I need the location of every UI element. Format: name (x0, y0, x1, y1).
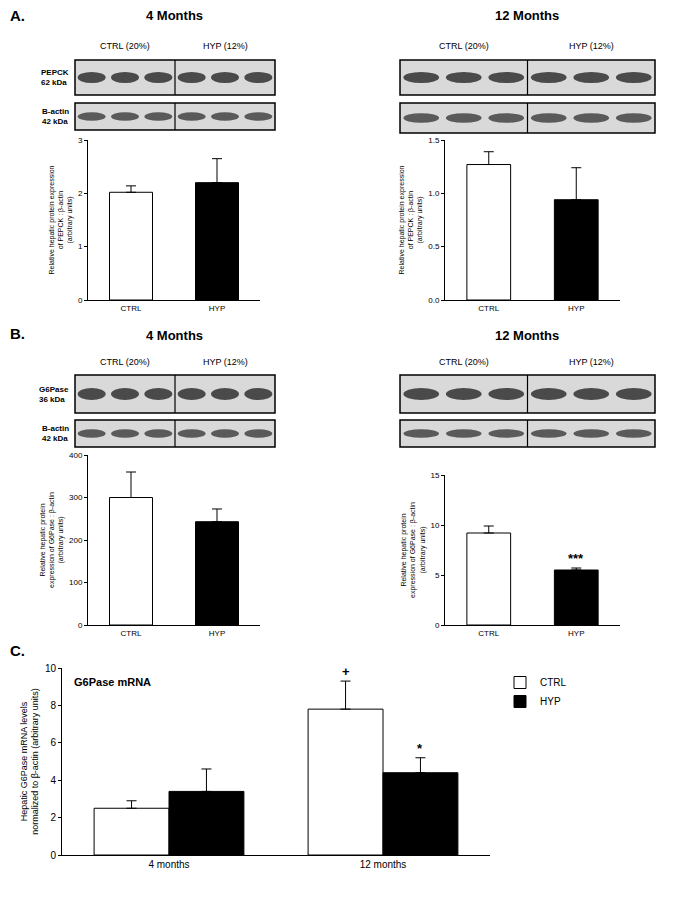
svg-text:4 Months: 4 Months (146, 8, 203, 23)
svg-text:100: 100 (69, 578, 83, 587)
svg-text:3: 3 (78, 136, 83, 145)
svg-text:5: 5 (435, 571, 440, 580)
svg-text:HYP (12%): HYP (12%) (569, 41, 614, 51)
svg-text:0.0: 0.0 (428, 296, 440, 305)
svg-text:CTRL: CTRL (478, 629, 499, 638)
svg-text:G6Pase mRNA: G6Pase mRNA (74, 676, 151, 688)
svg-text:CTRL: CTRL (478, 304, 499, 313)
svg-text:HYP: HYP (209, 304, 225, 313)
svg-text:HYP (12%): HYP (12%) (203, 357, 248, 367)
svg-text:CTRL (20%): CTRL (20%) (439, 357, 489, 367)
svg-text:CTRL: CTRL (121, 629, 142, 638)
svg-text:CTRL (20%): CTRL (20%) (100, 357, 150, 367)
svg-text:CTRL (20%): CTRL (20%) (439, 41, 489, 51)
svg-text:300: 300 (69, 493, 83, 502)
svg-text:***: *** (568, 551, 584, 566)
svg-text:1.0: 1.0 (428, 189, 440, 198)
svg-text:C.: C. (10, 642, 25, 659)
svg-text:12 Months: 12 Months (495, 328, 559, 343)
svg-text:CTRL: CTRL (540, 677, 567, 688)
svg-text:HYP: HYP (209, 629, 225, 638)
svg-text:HYP (12%): HYP (12%) (203, 41, 248, 51)
svg-text:1.5: 1.5 (428, 136, 440, 145)
svg-text:0.5: 0.5 (428, 242, 440, 251)
svg-text:0: 0 (78, 296, 83, 305)
svg-text:Relative hepatic protein expre: Relative hepatic protein expressionof PE… (48, 165, 74, 274)
svg-text:2: 2 (50, 812, 56, 823)
svg-text:B-actin42 kDa: B-actin42 kDa (42, 107, 69, 126)
svg-text:PEPCK62 kDa: PEPCK62 kDa (41, 68, 69, 87)
svg-text:B-actin42 kDa: B-actin42 kDa (42, 424, 69, 443)
svg-text:HYP: HYP (568, 629, 584, 638)
svg-text:10: 10 (45, 663, 57, 674)
svg-text:Relative hepatic proteinexpres: Relative hepatic proteinexpression of G6… (39, 492, 65, 588)
svg-text:*: * (417, 741, 423, 756)
svg-text:10: 10 (430, 521, 439, 530)
svg-text:0: 0 (435, 621, 440, 630)
svg-text:4: 4 (50, 775, 56, 786)
svg-text:1: 1 (78, 242, 83, 251)
svg-text:HYP: HYP (568, 304, 584, 313)
svg-text:8: 8 (50, 700, 56, 711)
svg-text:CTRL (20%): CTRL (20%) (100, 41, 150, 51)
svg-text:A.: A. (10, 7, 25, 24)
svg-text:Hepatic G6Pase mRNA levelsnorm: Hepatic G6Pase mRNA levelsnormalized to … (19, 688, 41, 835)
svg-text:4 Months: 4 Months (146, 328, 203, 343)
svg-text:HYP: HYP (540, 696, 561, 707)
svg-text:+: + (342, 664, 350, 679)
svg-text:4 months: 4 months (148, 859, 189, 870)
svg-text:0: 0 (78, 621, 83, 630)
svg-text:200: 200 (69, 536, 83, 545)
svg-text:0: 0 (50, 850, 56, 861)
svg-text:CTRL: CTRL (121, 304, 142, 313)
svg-text:6: 6 (50, 737, 56, 748)
svg-text:12 Months: 12 Months (495, 8, 559, 23)
svg-text:G6Pase36 kDa: G6Pase36 kDa (39, 385, 69, 404)
svg-text:15: 15 (430, 471, 439, 480)
svg-text:Relative hepatic proteinexpres: Relative hepatic proteinexpression of G6… (400, 502, 426, 598)
svg-text:12 months: 12 months (360, 859, 407, 870)
svg-text:Relative hepatic protein expre: Relative hepatic protein expressionof PE… (398, 165, 424, 274)
svg-text:400: 400 (69, 451, 83, 460)
svg-text:B.: B. (10, 325, 25, 342)
svg-text:2: 2 (78, 189, 83, 198)
svg-text:HYP (12%): HYP (12%) (569, 357, 614, 367)
